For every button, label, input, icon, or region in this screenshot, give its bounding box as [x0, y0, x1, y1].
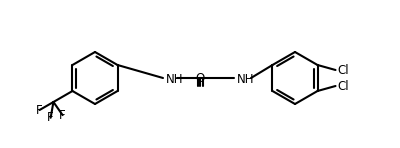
Text: Cl: Cl — [338, 79, 349, 92]
Text: F: F — [59, 109, 66, 122]
Text: NH: NH — [237, 73, 254, 86]
Text: F: F — [36, 103, 43, 116]
Text: O: O — [195, 71, 205, 85]
Text: F: F — [47, 111, 54, 124]
Text: NH: NH — [166, 73, 184, 86]
Text: Cl: Cl — [338, 63, 349, 77]
